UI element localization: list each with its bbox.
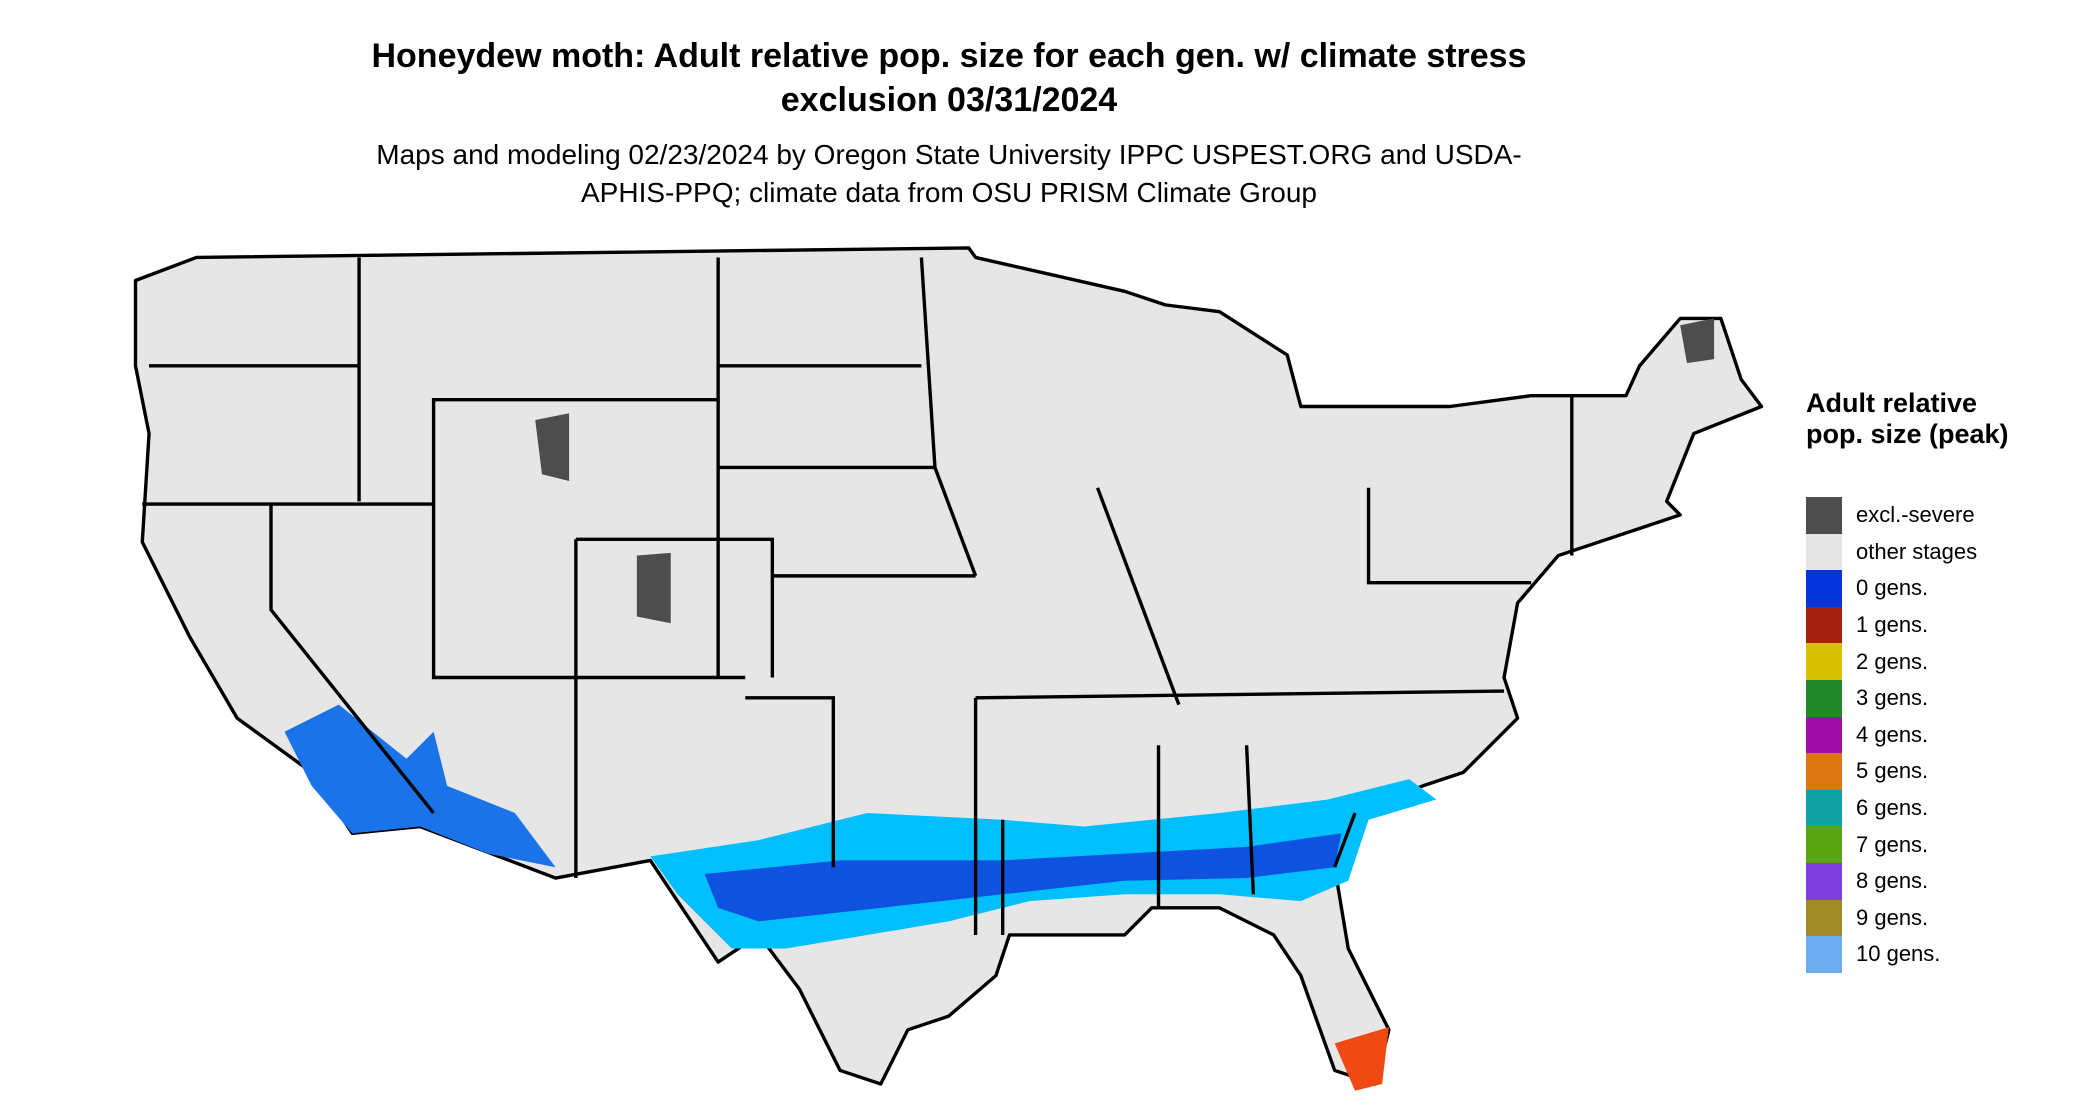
legend-label: other stages — [1856, 538, 1978, 564]
legend-label: 5 gens. — [1856, 758, 1929, 784]
climate-band-core — [704, 833, 1342, 922]
legend-label: 7 gens. — [1856, 831, 1929, 857]
legend-item: 2 gens. — [1806, 643, 1977, 680]
map-body — [133, 246, 1764, 1091]
legend: excl.-severe other stages 0 gens. 1 gens. 2 … — [1806, 497, 1977, 973]
legend-swatch — [1806, 716, 1842, 754]
legend-label: 0 gens. — [1856, 575, 1929, 601]
legend-label: 8 gens. — [1856, 868, 1929, 894]
legend-label: excl.-severe — [1856, 502, 1975, 528]
legend-swatch — [1806, 753, 1842, 790]
legend-label: 6 gens. — [1856, 795, 1929, 821]
legend-item: other stages — [1806, 533, 1978, 571]
legend-item: 6 gens. — [1806, 789, 1977, 827]
legend-title: Adult relative pop. size (peak) — [1806, 388, 2009, 449]
legend-swatch — [1806, 606, 1842, 644]
legend-swatch — [1806, 497, 1842, 534]
legend-swatch — [1806, 862, 1842, 900]
legend-label: 4 gens. — [1856, 721, 1929, 747]
excl-severe-area — [535, 318, 1715, 624]
legend-item: 1 gens. — [1806, 606, 1977, 644]
legend-item: 5 gens. — [1806, 753, 1977, 790]
legend-item: 8 gens. — [1806, 862, 1977, 900]
legend-label: 2 gens. — [1856, 648, 1929, 674]
legend-swatch — [1806, 789, 1842, 827]
legend-item: 3 gens. — [1806, 679, 1977, 717]
legend-swatch — [1806, 643, 1842, 680]
legend-item: 0 gens. — [1806, 570, 1977, 607]
chart-title: Honeydew moth: Adult relative pop. size … — [371, 37, 1527, 119]
legend-swatch — [1806, 533, 1842, 571]
legend-item: 9 gens. — [1806, 899, 1977, 937]
legend-item: 4 gens. — [1806, 716, 1977, 754]
legend-item: 7 gens. — [1806, 826, 1977, 863]
legend-swatch — [1806, 570, 1842, 607]
state-lines — [142, 257, 1574, 935]
climate-band-west — [284, 704, 556, 868]
us-outline — [133, 246, 1764, 1086]
legend-item: 10 gens. — [1806, 936, 1977, 973]
legend-swatch — [1806, 679, 1842, 717]
legend-item: excl.-severe — [1806, 497, 1977, 534]
legend-label: 3 gens. — [1856, 685, 1929, 711]
legend-label: 1 gens. — [1856, 612, 1929, 638]
florida-hotspot — [1334, 1027, 1389, 1091]
legend-swatch — [1806, 899, 1842, 937]
legend-swatch — [1806, 826, 1842, 863]
legend-label: 9 gens. — [1856, 904, 1929, 930]
legend-label: 10 gens. — [1856, 941, 1941, 967]
legend-swatch — [1806, 936, 1842, 973]
chart-subtitle: Maps and modeling 02/23/2024 by Oregon S… — [376, 139, 1522, 208]
